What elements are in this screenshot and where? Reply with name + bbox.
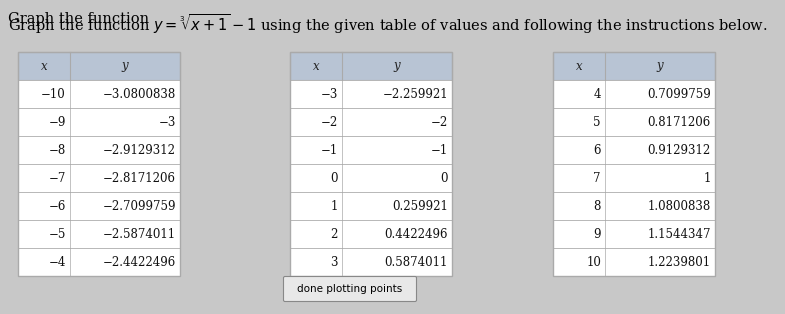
Text: −3: −3 (320, 88, 338, 100)
Text: −2.7099759: −2.7099759 (103, 199, 176, 213)
Text: −2.259921: −2.259921 (382, 88, 448, 100)
Bar (553, 248, 715, 276)
Text: y: y (657, 59, 663, 73)
Text: 0: 0 (330, 171, 338, 185)
Text: 2: 2 (330, 228, 338, 241)
Bar (290, 52, 452, 80)
Bar (290, 220, 452, 248)
Bar (290, 248, 452, 276)
Text: 0.8171206: 0.8171206 (648, 116, 711, 128)
Text: 0.7099759: 0.7099759 (648, 88, 711, 100)
Text: 4: 4 (593, 88, 601, 100)
Text: 9: 9 (593, 228, 601, 241)
Text: y: y (394, 59, 400, 73)
Text: 1.1544347: 1.1544347 (648, 228, 711, 241)
Text: Graph the function: Graph the function (8, 12, 154, 26)
Bar (553, 108, 715, 136)
Text: −2.5874011: −2.5874011 (103, 228, 176, 241)
Bar (553, 52, 715, 80)
Bar (18, 164, 180, 192)
Text: −1: −1 (431, 143, 448, 156)
Bar (290, 164, 452, 192)
Bar (290, 108, 452, 136)
Bar (553, 164, 715, 192)
Text: 1: 1 (330, 199, 338, 213)
Bar (553, 80, 715, 108)
Bar (18, 136, 180, 164)
Bar (18, 248, 180, 276)
Text: 8: 8 (593, 199, 601, 213)
Text: 10: 10 (586, 256, 601, 268)
Text: −2: −2 (431, 116, 448, 128)
Text: 0.5874011: 0.5874011 (385, 256, 448, 268)
Text: −3: −3 (159, 116, 176, 128)
Bar (553, 220, 715, 248)
Text: −1: −1 (321, 143, 338, 156)
FancyBboxPatch shape (283, 277, 417, 301)
Text: x: x (575, 59, 582, 73)
Text: −4: −4 (49, 256, 66, 268)
Bar (18, 192, 180, 220)
Bar (290, 136, 452, 164)
Text: −3.0800838: −3.0800838 (103, 88, 176, 100)
Bar (18, 80, 180, 108)
Text: −2: −2 (321, 116, 338, 128)
Text: −7: −7 (49, 171, 66, 185)
Text: 6: 6 (593, 143, 601, 156)
Bar (553, 52, 715, 276)
Text: −9: −9 (49, 116, 66, 128)
Bar (18, 52, 180, 80)
Text: 5: 5 (593, 116, 601, 128)
Text: x: x (41, 59, 47, 73)
Bar (290, 80, 452, 108)
Text: −10: −10 (42, 88, 66, 100)
Text: −6: −6 (49, 199, 66, 213)
Text: −2.8171206: −2.8171206 (103, 171, 176, 185)
Text: 3: 3 (330, 256, 338, 268)
Text: −2.9129312: −2.9129312 (103, 143, 176, 156)
Text: −5: −5 (49, 228, 66, 241)
Text: Graph the function $y = \sqrt[3]{x+1} - 1$ using the given table of values and f: Graph the function $y = \sqrt[3]{x+1} - … (8, 12, 768, 36)
Text: 7: 7 (593, 171, 601, 185)
Bar (553, 136, 715, 164)
Text: 1.2239801: 1.2239801 (648, 256, 711, 268)
Text: x: x (312, 59, 319, 73)
Bar (18, 52, 180, 276)
Text: y: y (122, 59, 128, 73)
Text: −8: −8 (49, 143, 66, 156)
Text: 1: 1 (703, 171, 711, 185)
Bar (18, 108, 180, 136)
Text: 0.4422496: 0.4422496 (385, 228, 448, 241)
Bar (553, 192, 715, 220)
Bar (18, 220, 180, 248)
Text: 0.9129312: 0.9129312 (648, 143, 711, 156)
Text: −2.4422496: −2.4422496 (103, 256, 176, 268)
Text: 0.259921: 0.259921 (392, 199, 448, 213)
Text: 0: 0 (440, 171, 448, 185)
Bar (290, 192, 452, 220)
Text: done plotting points: done plotting points (298, 284, 403, 294)
Text: 1.0800838: 1.0800838 (648, 199, 711, 213)
Bar (290, 52, 452, 276)
